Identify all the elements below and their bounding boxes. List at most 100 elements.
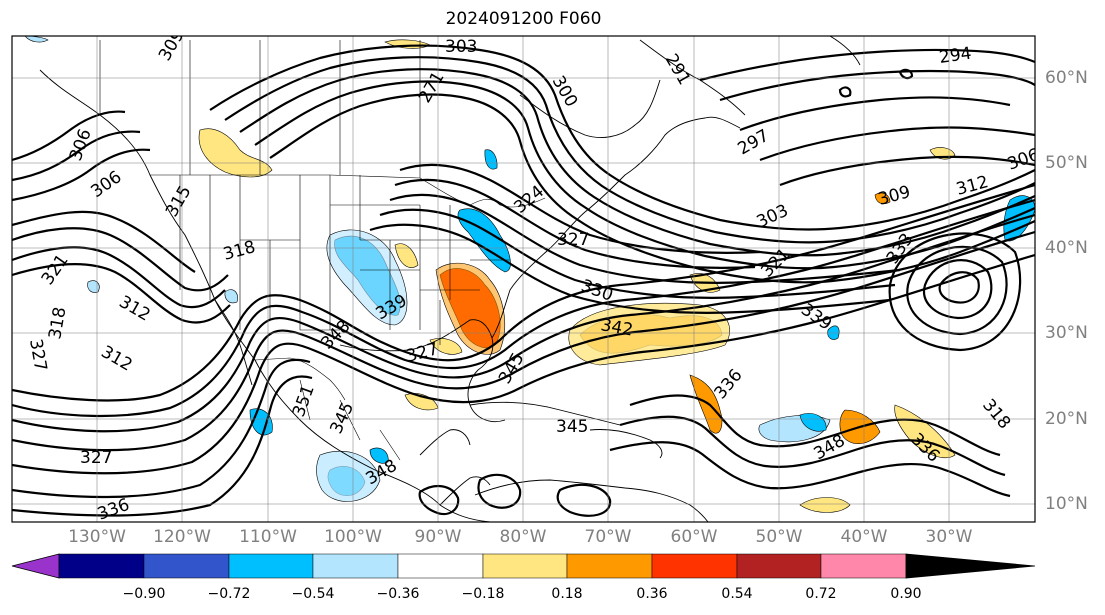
contour-line [699,48,1035,82]
contour-line [938,271,980,304]
contour-line [12,375,313,517]
lon-label: 80°W [499,527,547,547]
lon-label: 40°W [840,527,888,547]
contour-line [556,483,612,517]
shade-positive [894,404,956,459]
colorbar-segment [820,553,907,579]
colorbar-segment [482,553,568,579]
contour-line [394,178,756,269]
shade-positive [435,262,506,355]
colorbar-segment [58,553,145,579]
lat-label: 50°N [1045,153,1088,173]
state-lines-east [420,205,510,345]
coastline-cuba [469,401,621,426]
shade-positive [799,497,851,513]
contour-label: 345 [556,417,588,437]
contour-label: 327 [557,230,589,250]
colorbar-segment [397,553,484,579]
shade-negative [799,413,827,432]
contour-line [12,230,1035,452]
colorbar-tick-label: −0.90 [122,586,166,602]
contour-line [239,68,1035,257]
map-panel: 303 291 294 309 300 271 297 306 306 306 … [11,35,1036,523]
colorbar-tick-label: −0.18 [461,586,505,602]
contour-line [12,130,141,182]
contour-line [12,148,151,202]
contour-line [922,259,993,320]
contour-layer [12,44,1035,517]
lon-label: 120°W [153,527,211,547]
contour-line [477,473,522,509]
map-title: 2024091200 F060 [445,9,602,29]
colorbar-segment [228,553,314,579]
contour-line [779,155,1035,187]
contour-label: 327 [80,448,112,468]
contour-line [619,415,1006,477]
province-lines [99,40,421,178]
contour-label: 294 [938,44,973,68]
borders-layer [99,40,546,461]
lat-label: 40°N [1045,238,1088,258]
colorbar-tick-label: −0.72 [207,586,251,602]
border-us-canada [150,174,546,208]
lat-label: 10°N [1045,494,1088,514]
contour-line [12,227,229,292]
colorbar-extend-high [905,553,1036,579]
lon-label: 70°W [584,527,632,547]
lon-label: 100°W [324,527,382,547]
contour-line [12,358,311,499]
contour-line [906,245,1008,336]
colorbar-tick-label: −0.54 [291,586,335,602]
lat-label: 30°N [1045,323,1088,343]
coastline-atlantic [491,116,741,339]
contour-line [12,246,226,309]
contour-line [224,56,1035,244]
contour-line [269,93,1035,284]
coastlines-layer [39,36,861,522]
shade-negative [484,149,498,170]
colorbar-tick-label: −0.36 [376,586,420,602]
contour-line [12,210,196,273]
coastline-baja [214,299,253,386]
lon-label: 130°W [68,527,126,547]
coastline-south-america [474,479,709,522]
contour-line [838,86,852,98]
contour-line [12,213,1035,433]
map-frame [11,35,1036,523]
contour-line [209,44,1035,231]
shade-negative [224,289,238,304]
contour-line [399,163,761,254]
shade-negative [326,229,408,326]
state-lines-west [179,175,340,331]
colorbar-tick-label: 0.72 [805,586,837,602]
contour-line [898,68,914,80]
colorbar-tick-label: 0.90 [890,586,922,602]
state-lines-central [329,175,421,330]
contour-line [389,193,901,284]
contour-line [12,263,231,324]
lon-label: 110°W [239,527,297,547]
contour-line [418,484,460,516]
contour-line [12,253,1035,475]
shade-negative [87,280,100,293]
lat-label: 60°N [1045,68,1088,88]
shade-negative [316,450,381,502]
colorbar-segment [143,553,230,579]
graticule [12,36,1035,522]
lon-label: 90°W [414,527,462,547]
coastline-greenland [829,36,861,66]
contour-line [12,198,1035,418]
colorbar-tick-label: 0.54 [721,586,753,602]
contour-line [629,394,1001,457]
colorbar-segment [736,553,822,579]
lon-label: 60°W [670,527,718,547]
lon-label: 30°W [925,527,973,547]
lat-label: 20°N [1045,409,1088,429]
contour-line [609,441,1011,498]
contour-line [379,208,896,299]
colorbar-segment [566,553,653,579]
border-mexico-states [299,379,401,461]
shade-positive [198,128,273,178]
colorbar [11,553,1036,579]
colorbar-segment [312,553,399,579]
